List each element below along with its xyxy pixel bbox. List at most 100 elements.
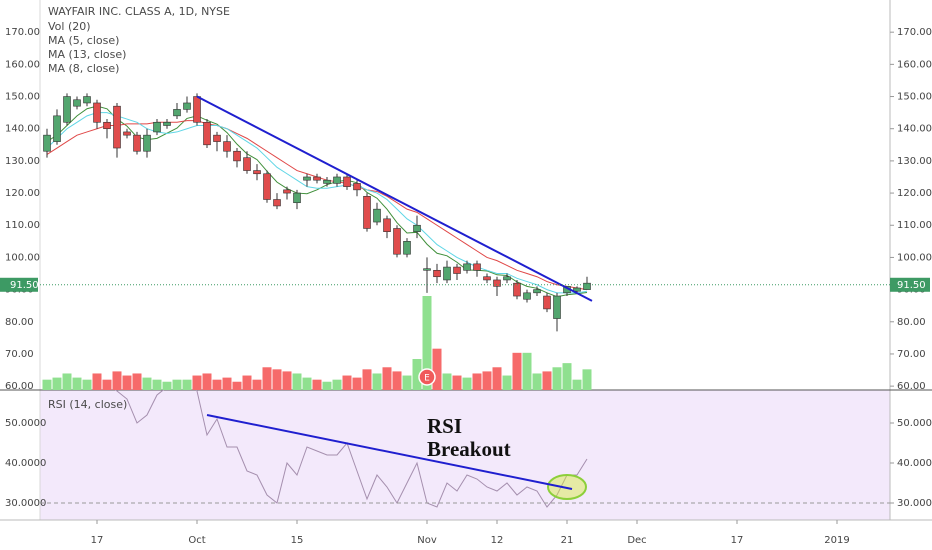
candle-body — [103, 121, 111, 130]
volume-bar — [392, 371, 402, 390]
y-tick-label: 60.00 — [5, 381, 34, 392]
volume-bar — [172, 379, 182, 390]
volume-bar — [542, 371, 552, 390]
legend-entry: MA (13, close) — [48, 48, 126, 61]
volume-bar — [512, 352, 522, 390]
candle-body — [353, 183, 361, 191]
candle-body — [333, 176, 341, 184]
legend-entry: MA (5, close) — [48, 34, 119, 47]
y-tick-label: 110.00 — [897, 220, 932, 231]
candle-body — [263, 173, 271, 200]
candle-body — [173, 109, 181, 117]
candle-body — [133, 134, 141, 152]
rsi-line — [114, 390, 588, 508]
volume-bar — [322, 381, 332, 390]
volume-bar — [482, 371, 492, 390]
candle-body — [63, 96, 71, 123]
annotation: RSI — [427, 414, 462, 438]
rsi-tick-label: 30.0000 — [897, 498, 932, 509]
rsi-trend-line — [206, 414, 573, 490]
rsi-plot — [114, 390, 588, 508]
candle-body — [223, 141, 231, 152]
volume-bar — [472, 373, 482, 390]
volume-bar — [152, 379, 162, 390]
y-tick-label: 140.00 — [5, 124, 40, 135]
legend-entry: RSI (14, close) — [48, 398, 127, 411]
x-tick-label: Oct — [188, 535, 205, 546]
candle-body — [393, 228, 401, 255]
annotation: Breakout — [427, 437, 511, 461]
trend-line — [196, 95, 593, 302]
volume-bar — [422, 296, 432, 390]
volume-bar — [242, 375, 252, 390]
candle-body — [403, 241, 411, 255]
volume-bar — [432, 348, 442, 390]
y-tick-label: 80.00 — [5, 317, 34, 328]
candle-body — [463, 263, 471, 271]
candle-body — [203, 121, 211, 146]
volume-bar — [382, 367, 392, 390]
volume-bar — [102, 379, 112, 390]
rsi-tick-label: 40.0000 — [5, 458, 46, 469]
candle-body — [533, 289, 541, 294]
volume-bar — [362, 369, 372, 390]
y-tick-label: 70.00 — [5, 349, 34, 360]
candle-body — [553, 295, 561, 319]
candle-body — [383, 218, 391, 232]
last-price-label: 91.50 — [897, 280, 926, 291]
ma-line — [46, 112, 588, 294]
candle-body — [543, 295, 551, 310]
y-tick-label: 170.00 — [897, 27, 932, 38]
candle-body — [423, 268, 431, 271]
candle-body — [273, 199, 281, 207]
volume-bar — [352, 377, 362, 390]
candle-body — [73, 99, 81, 107]
last-price-label: 91.50 — [10, 280, 39, 291]
candle-body — [453, 266, 461, 274]
x-tick-label: 2019 — [824, 535, 849, 546]
y-tick-label: 160.00 — [897, 59, 932, 70]
candle-body — [483, 276, 491, 281]
volume-bar — [462, 377, 472, 390]
volume-bar — [412, 359, 422, 390]
candle-body — [293, 192, 301, 204]
y-tick-label: 140.00 — [897, 124, 932, 135]
volume-bar — [312, 379, 322, 390]
candle-body — [193, 96, 201, 123]
candle-body — [213, 134, 221, 142]
y-tick-label: 130.00 — [5, 156, 40, 167]
x-tick-label: 17 — [731, 535, 744, 546]
candle-body — [343, 176, 351, 187]
candle-body — [53, 115, 61, 142]
volume-bar — [562, 363, 572, 390]
y-tick-label: 150.00 — [5, 92, 40, 103]
volume-bar — [552, 367, 562, 390]
candle-body — [43, 134, 51, 152]
volume-bar — [582, 369, 592, 390]
price-badge — [0, 277, 38, 292]
candle-body — [123, 131, 131, 136]
volume-bar — [272, 369, 282, 390]
candle-body — [93, 102, 101, 123]
volume-bar — [342, 375, 352, 390]
y-tick-label: 100.00 — [897, 252, 932, 263]
volume-bar — [442, 373, 452, 390]
volume-bar — [522, 352, 532, 390]
volume-bar — [452, 375, 462, 390]
price-badge — [890, 277, 930, 292]
volume-bar — [222, 377, 232, 390]
legend-entry: Vol (20) — [48, 20, 91, 33]
volume-bar — [62, 373, 72, 390]
volume-bar — [72, 377, 82, 390]
x-tick-label: 17 — [91, 535, 104, 546]
volume-bar — [492, 367, 502, 390]
volume-bar — [192, 375, 202, 390]
candle-body — [323, 179, 331, 184]
y-tick-label: 130.00 — [897, 156, 932, 167]
volume-bar — [532, 373, 542, 390]
volume-bar — [132, 373, 142, 390]
volume-bar — [212, 379, 222, 390]
rsi-tick-label: 30.0000 — [5, 498, 46, 509]
y-tick-label: 60.00 — [897, 381, 926, 392]
y-tick-label: 120.00 — [5, 188, 40, 199]
